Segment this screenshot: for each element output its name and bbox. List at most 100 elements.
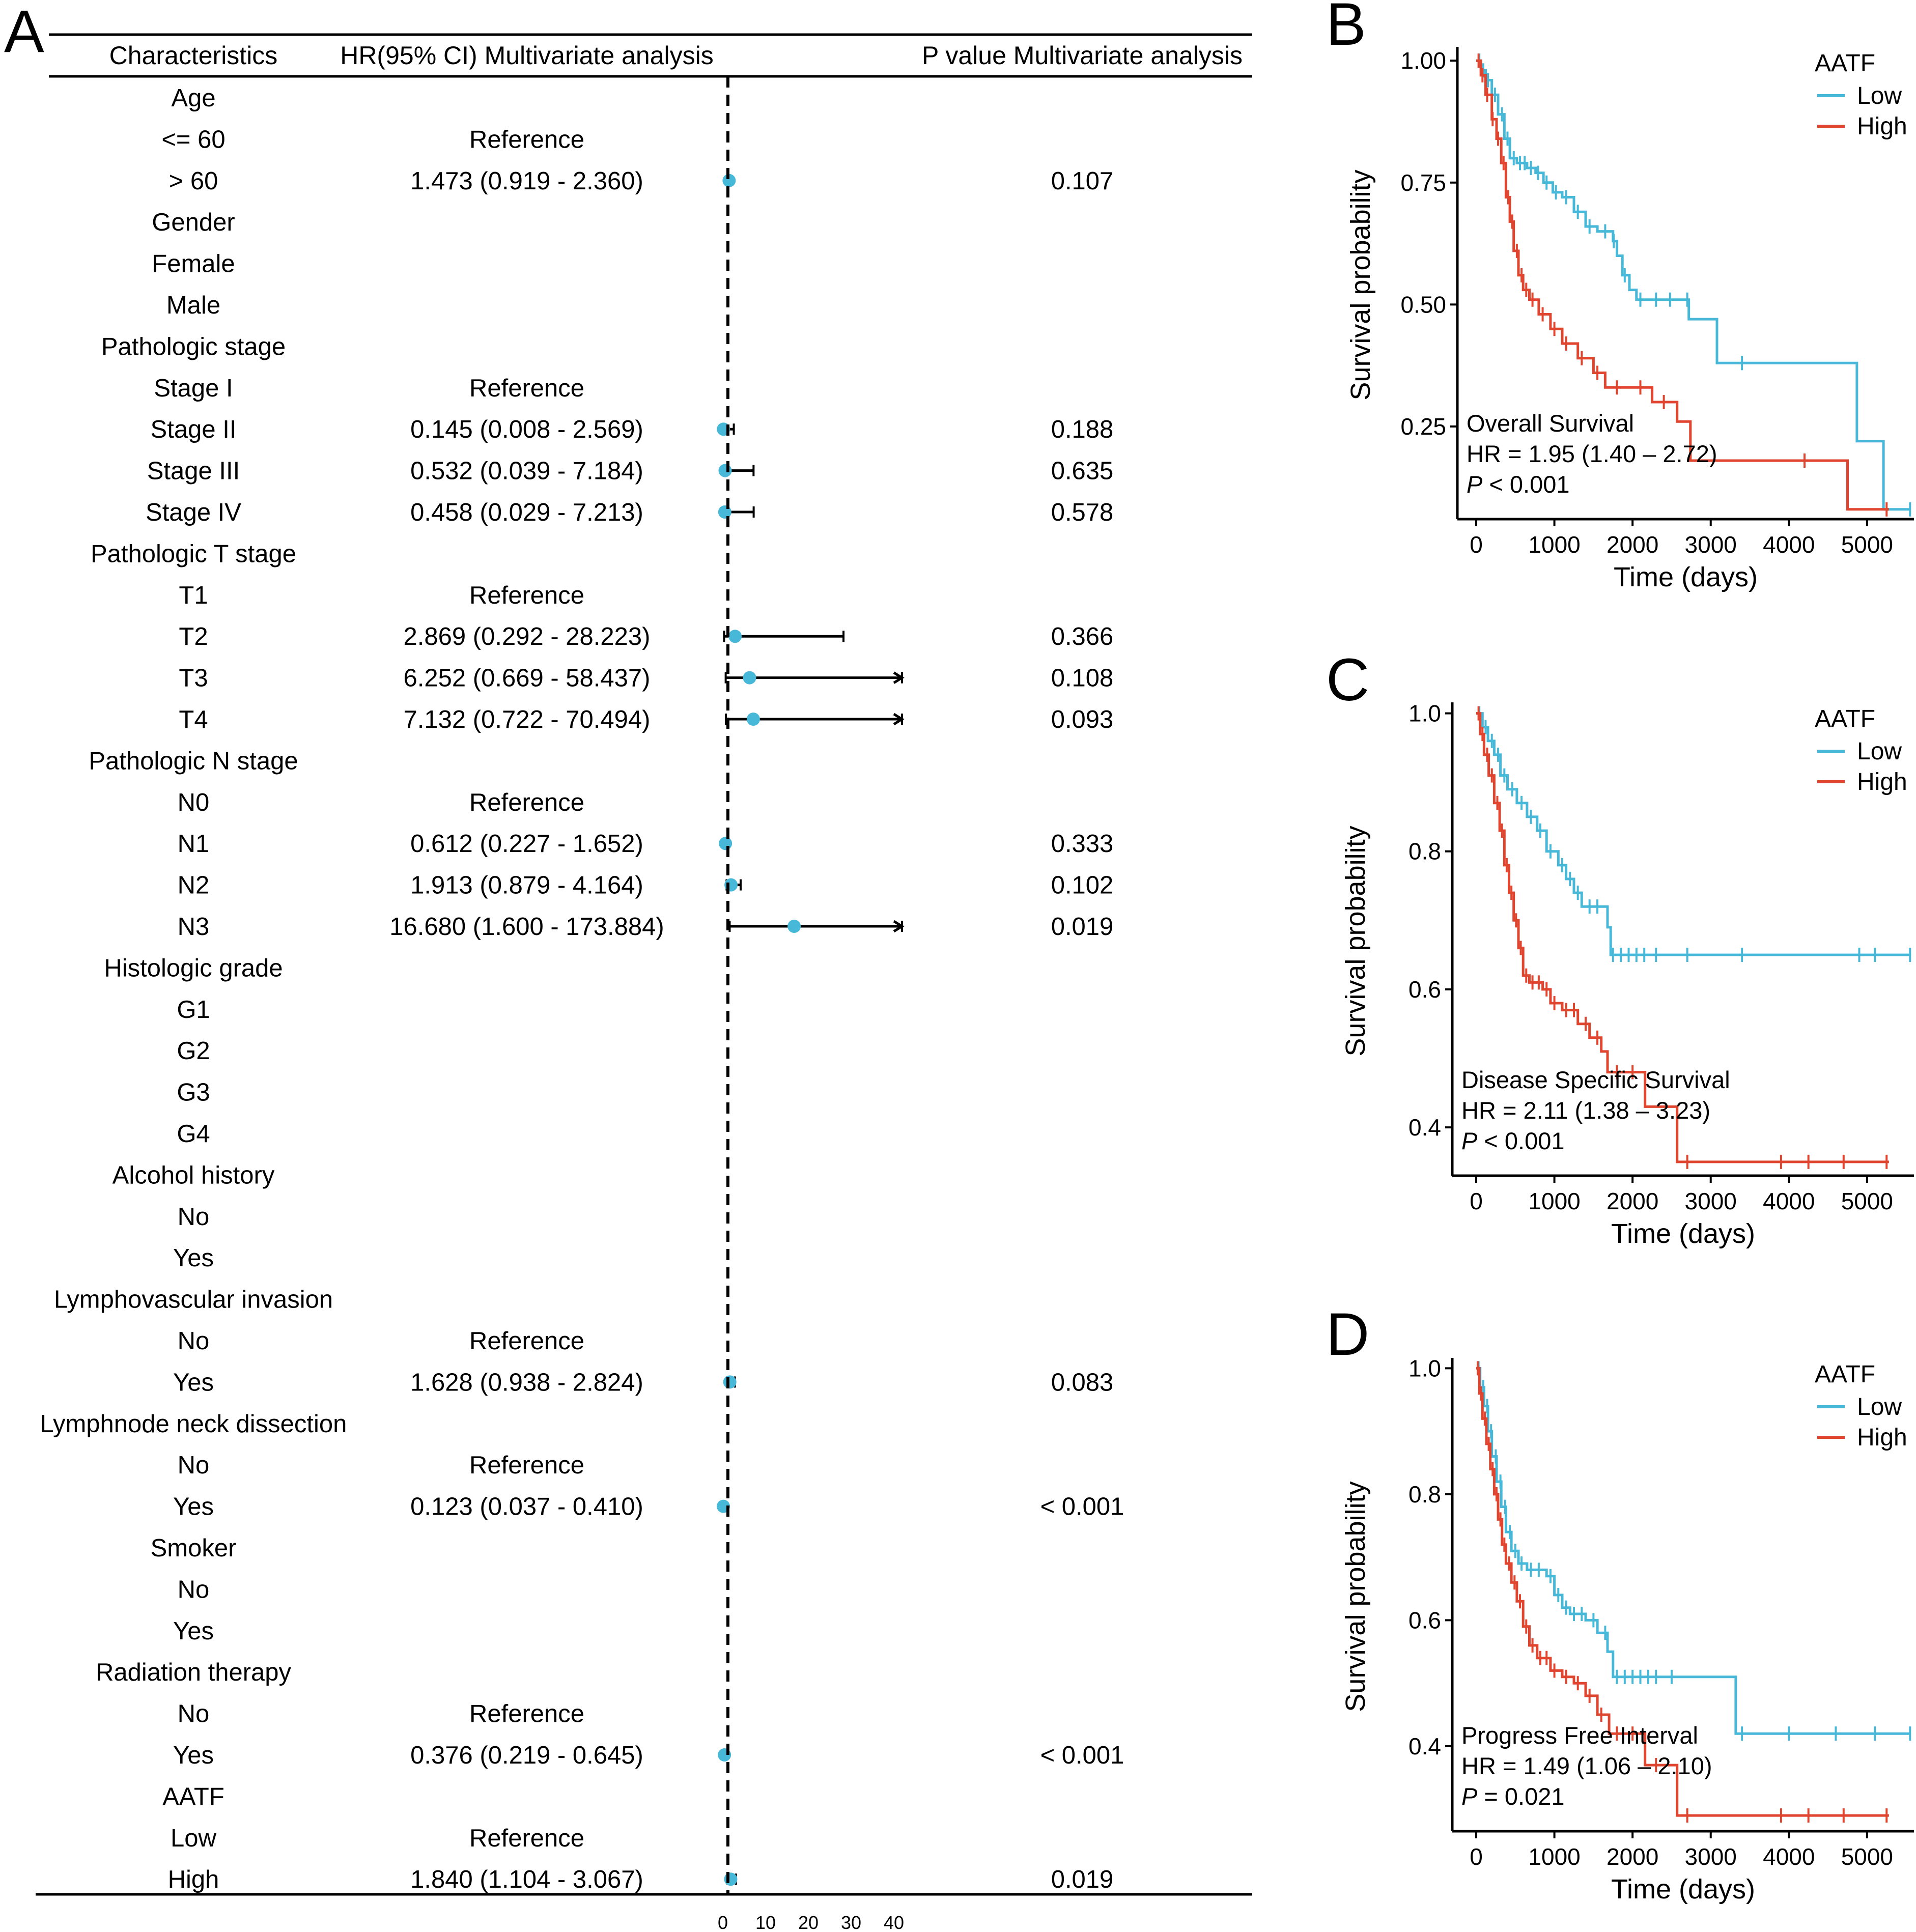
row-pvalue: 0.107 bbox=[1051, 167, 1114, 195]
annotation-hr: HR = 1.49 (1.06 – 2.10) bbox=[1461, 1752, 1712, 1779]
annotation-hr: HR = 2.11 (1.38 – 3.23) bbox=[1461, 1097, 1710, 1124]
row-hr-ci: Reference bbox=[469, 789, 584, 816]
x-tick-label: 2000 bbox=[1607, 1843, 1658, 1870]
x-axis-title: Time (days) bbox=[1611, 1218, 1755, 1249]
row-label: AATF bbox=[162, 1783, 224, 1810]
annotation-title: Overall Survival bbox=[1467, 410, 1634, 437]
header-characteristics: Characteristics bbox=[109, 41, 278, 70]
row-pvalue: 0.019 bbox=[1051, 1866, 1114, 1893]
row-label: Yes bbox=[173, 1244, 214, 1272]
panel-label-b: B bbox=[1326, 0, 1366, 58]
row-label: Yes bbox=[173, 1493, 214, 1521]
row-label: Lymphnode neck dissection bbox=[40, 1410, 347, 1438]
annotation-p-value: = 0.021 bbox=[1477, 1783, 1564, 1810]
row-label: No bbox=[178, 1452, 210, 1479]
forest-row: Pathologic stage bbox=[101, 333, 286, 360]
row-label: Yes bbox=[173, 1369, 214, 1396]
row-hr-ci: 0.376 (0.219 - 0.645) bbox=[410, 1742, 643, 1769]
panel-label-d: D bbox=[1326, 1301, 1369, 1368]
hr-point bbox=[722, 174, 736, 187]
row-label: Stage II bbox=[151, 416, 237, 443]
row-label: No bbox=[178, 1576, 210, 1603]
forest-row: N3 16.680 (1.600 - 173.884) 0.019 bbox=[178, 913, 1114, 941]
row-hr-ci: 1.473 (0.919 - 2.360) bbox=[410, 167, 643, 195]
hr-point bbox=[719, 837, 732, 850]
row-label: T3 bbox=[179, 665, 208, 692]
forest-tick-label: 10 bbox=[755, 1912, 776, 1932]
annotation-p-value: < 0.001 bbox=[1482, 471, 1569, 498]
forest-row: G2 bbox=[177, 1037, 210, 1065]
forest-row: No Reference bbox=[178, 1452, 584, 1479]
hr-point bbox=[724, 878, 738, 892]
km-plot-overall-survival: 0.25 0.50 0.75 1.00 0 1000 2000 3000 4000 5000 Tim… bbox=[1345, 47, 1914, 592]
panel-label-c: C bbox=[1326, 646, 1369, 714]
annotation-title: Disease Specific Survival bbox=[1461, 1066, 1730, 1093]
x-axis-title: Time (days) bbox=[1611, 1874, 1755, 1905]
forest-row: Gender bbox=[152, 209, 235, 236]
x-tick-label: 5000 bbox=[1841, 1188, 1893, 1214]
row-label: T4 bbox=[179, 706, 208, 733]
forest-row: T4 7.132 (0.722 - 70.494) 0.093 bbox=[179, 706, 1113, 733]
y-tick-label: 0.6 bbox=[1408, 976, 1441, 1003]
forest-row: No Reference bbox=[178, 1327, 584, 1355]
forest-row: AATF bbox=[162, 1783, 224, 1810]
forest-row: Stage III 0.532 (0.039 - 7.184) 0.635 bbox=[147, 458, 1114, 485]
row-pvalue: 0.093 bbox=[1051, 706, 1114, 733]
row-label: Alcohol history bbox=[112, 1161, 275, 1189]
hr-point bbox=[743, 671, 756, 685]
hr-point bbox=[723, 1375, 737, 1389]
hr-point bbox=[724, 1872, 738, 1886]
forest-tick-label: 30 bbox=[841, 1912, 861, 1932]
x-tick-label: 2000 bbox=[1607, 1188, 1658, 1214]
annotation-p-value: < 0.001 bbox=[1477, 1127, 1564, 1154]
forest-row: G4 bbox=[177, 1120, 210, 1148]
row-hr-ci: 6.252 (0.669 - 58.437) bbox=[404, 665, 651, 692]
forest-row: Lymphovascular invasion bbox=[54, 1286, 333, 1314]
annotation-p-letter: P bbox=[1461, 1783, 1478, 1810]
forest-row: T3 6.252 (0.669 - 58.437) 0.108 bbox=[179, 665, 1113, 692]
forest-row: Yes bbox=[173, 1244, 214, 1272]
x-tick-label: 3000 bbox=[1685, 531, 1737, 558]
row-label: N1 bbox=[178, 830, 210, 858]
forest-row: No bbox=[178, 1576, 210, 1603]
forest-row: Yes 0.376 (0.219 - 0.645) < 0.001 bbox=[173, 1742, 1124, 1769]
forest-row: <= 60 Reference bbox=[161, 126, 584, 153]
forest-row: Male bbox=[166, 292, 220, 319]
x-tick-label: 1000 bbox=[1528, 1188, 1580, 1214]
row-label: Pathologic T stage bbox=[91, 540, 296, 567]
header-hr: HR(95% CI) Multivariate analysis bbox=[340, 41, 714, 70]
y-axis-title: Survival probability bbox=[1345, 169, 1376, 400]
hr-point bbox=[787, 920, 801, 933]
row-label: No bbox=[178, 1700, 210, 1728]
forest-row: Radiation therapy bbox=[96, 1659, 292, 1686]
row-pvalue: 0.102 bbox=[1051, 872, 1114, 899]
y-tick-label: 1.0 bbox=[1408, 700, 1441, 727]
row-label: > 60 bbox=[169, 167, 218, 195]
row-hr-ci: Reference bbox=[469, 126, 584, 153]
row-hr-ci: 7.132 (0.722 - 70.494) bbox=[404, 706, 651, 733]
forest-row: G3 bbox=[177, 1079, 210, 1106]
x-tick-label: 1000 bbox=[1528, 1843, 1580, 1870]
forest-row: No bbox=[178, 1203, 210, 1231]
row-hr-ci: 1.840 (1.104 - 3.067) bbox=[410, 1866, 643, 1893]
row-label: Male bbox=[166, 292, 220, 319]
x-tick-label: 4000 bbox=[1763, 1843, 1815, 1870]
row-label: Pathologic stage bbox=[101, 333, 286, 360]
y-tick-label: 0.8 bbox=[1408, 1481, 1441, 1508]
forest-row: N2 1.913 (0.879 - 4.164) 0.102 bbox=[178, 872, 1114, 899]
legend-label-low: Low bbox=[1857, 1394, 1902, 1420]
x-tick-label: 0 bbox=[1470, 1843, 1483, 1870]
row-pvalue: 0.108 bbox=[1051, 665, 1114, 692]
legend-label-high: High bbox=[1857, 113, 1907, 140]
forest-row: Yes 0.123 (0.037 - 0.410) < 0.001 bbox=[173, 1493, 1124, 1521]
row-hr-ci: Reference bbox=[469, 582, 584, 609]
forest-row: Stage I Reference bbox=[154, 375, 584, 402]
row-pvalue: < 0.001 bbox=[1040, 1742, 1124, 1769]
legend-title: AATF bbox=[1815, 50, 1875, 77]
row-hr-ci: 0.145 (0.008 - 2.569) bbox=[410, 416, 643, 443]
annotation-p: P = 0.021 bbox=[1461, 1783, 1565, 1810]
row-label: G1 bbox=[177, 996, 210, 1024]
row-label: Stage III bbox=[147, 458, 240, 485]
row-label: Pathologic N stage bbox=[89, 747, 298, 775]
forest-row: N1 0.612 (0.227 - 1.652) 0.333 bbox=[178, 830, 1114, 858]
